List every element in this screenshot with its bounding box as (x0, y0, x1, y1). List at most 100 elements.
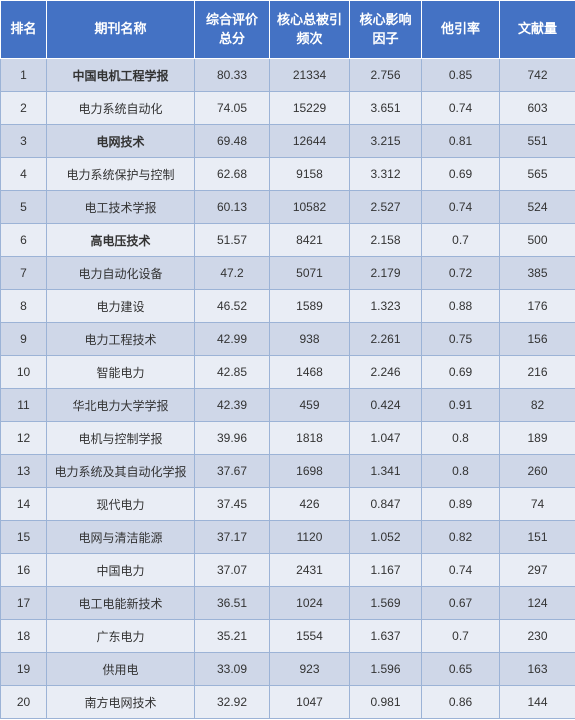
table-row: 3电网技术69.48126443.2150.81551 (1, 125, 575, 158)
cell-name: 供用电 (47, 653, 195, 686)
cell-doc_count: 176 (500, 290, 575, 323)
table-row: 2电力系统自动化74.05152293.6510.74603 (1, 92, 575, 125)
cell-citations: 15229 (270, 92, 350, 125)
cell-name: 电网技术 (47, 125, 195, 158)
cell-name: 华北电力大学学报 (47, 389, 195, 422)
table-row: 1中国电机工程学报80.33213342.7560.85742 (1, 59, 575, 92)
cell-impact: 0.847 (350, 488, 422, 521)
cell-citations: 1468 (270, 356, 350, 389)
header-name: 期刊名称 (47, 1, 195, 59)
cell-citations: 9158 (270, 158, 350, 191)
cell-citations: 21334 (270, 59, 350, 92)
cell-impact: 3.312 (350, 158, 422, 191)
cell-name: 电力系统及其自动化学报 (47, 455, 195, 488)
cell-impact: 2.261 (350, 323, 422, 356)
cell-rank: 12 (1, 422, 47, 455)
table-row: 11华北电力大学学报42.394590.4240.9182 (1, 389, 575, 422)
cell-rank: 6 (1, 224, 47, 257)
cell-rank: 13 (1, 455, 47, 488)
cell-citations: 426 (270, 488, 350, 521)
cell-citations: 459 (270, 389, 350, 422)
cell-citations: 1047 (270, 686, 350, 719)
cell-other_rate: 0.85 (422, 59, 500, 92)
cell-other_rate: 0.74 (422, 554, 500, 587)
cell-citations: 12644 (270, 125, 350, 158)
cell-name: 电力系统自动化 (47, 92, 195, 125)
cell-citations: 10582 (270, 191, 350, 224)
cell-doc_count: 144 (500, 686, 575, 719)
cell-citations: 5071 (270, 257, 350, 290)
cell-doc_count: 82 (500, 389, 575, 422)
cell-score: 35.21 (195, 620, 270, 653)
cell-score: 69.48 (195, 125, 270, 158)
cell-impact: 1.341 (350, 455, 422, 488)
cell-rank: 15 (1, 521, 47, 554)
cell-other_rate: 0.7 (422, 224, 500, 257)
cell-rank: 16 (1, 554, 47, 587)
cell-impact: 1.569 (350, 587, 422, 620)
cell-score: 42.99 (195, 323, 270, 356)
cell-impact: 2.246 (350, 356, 422, 389)
table-row: 8电力建设46.5215891.3230.88176 (1, 290, 575, 323)
header-impact: 核心影响因子 (350, 1, 422, 59)
cell-name: 电力自动化设备 (47, 257, 195, 290)
cell-other_rate: 0.65 (422, 653, 500, 686)
cell-impact: 1.167 (350, 554, 422, 587)
cell-doc_count: 551 (500, 125, 575, 158)
cell-rank: 2 (1, 92, 47, 125)
table-row: 7电力自动化设备47.250712.1790.72385 (1, 257, 575, 290)
cell-score: 37.45 (195, 488, 270, 521)
table-body: 1中国电机工程学报80.33213342.7560.857422电力系统自动化7… (1, 59, 575, 719)
cell-rank: 14 (1, 488, 47, 521)
cell-doc_count: 156 (500, 323, 575, 356)
cell-name: 中国电机工程学报 (47, 59, 195, 92)
cell-impact: 1.596 (350, 653, 422, 686)
cell-other_rate: 0.82 (422, 521, 500, 554)
cell-rank: 19 (1, 653, 47, 686)
cell-score: 46.52 (195, 290, 270, 323)
table-row: 4电力系统保护与控制62.6891583.3120.69565 (1, 158, 575, 191)
cell-rank: 7 (1, 257, 47, 290)
cell-impact: 2.158 (350, 224, 422, 257)
cell-rank: 10 (1, 356, 47, 389)
header-other-rate: 他引率 (422, 1, 500, 59)
cell-doc_count: 565 (500, 158, 575, 191)
cell-score: 51.57 (195, 224, 270, 257)
cell-doc_count: 216 (500, 356, 575, 389)
cell-score: 37.67 (195, 455, 270, 488)
cell-impact: 1.052 (350, 521, 422, 554)
cell-score: 37.07 (195, 554, 270, 587)
cell-score: 60.13 (195, 191, 270, 224)
cell-citations: 1698 (270, 455, 350, 488)
cell-rank: 1 (1, 59, 47, 92)
cell-doc_count: 151 (500, 521, 575, 554)
cell-doc_count: 124 (500, 587, 575, 620)
cell-rank: 11 (1, 389, 47, 422)
cell-impact: 1.323 (350, 290, 422, 323)
cell-name: 电力系统保护与控制 (47, 158, 195, 191)
cell-name: 电力工程技术 (47, 323, 195, 356)
cell-name: 高电压技术 (47, 224, 195, 257)
cell-score: 42.39 (195, 389, 270, 422)
cell-name: 南方电网技术 (47, 686, 195, 719)
table-row: 20南方电网技术32.9210470.9810.86144 (1, 686, 575, 719)
cell-citations: 1589 (270, 290, 350, 323)
table-row: 13电力系统及其自动化学报37.6716981.3410.8260 (1, 455, 575, 488)
cell-doc_count: 603 (500, 92, 575, 125)
cell-rank: 20 (1, 686, 47, 719)
cell-impact: 2.179 (350, 257, 422, 290)
cell-name: 电机与控制学报 (47, 422, 195, 455)
cell-other_rate: 0.74 (422, 191, 500, 224)
table-row: 18广东电力35.2115541.6370.7230 (1, 620, 575, 653)
cell-impact: 0.981 (350, 686, 422, 719)
cell-doc_count: 742 (500, 59, 575, 92)
cell-other_rate: 0.86 (422, 686, 500, 719)
cell-other_rate: 0.72 (422, 257, 500, 290)
cell-citations: 1120 (270, 521, 350, 554)
cell-doc_count: 500 (500, 224, 575, 257)
cell-name: 电网与清洁能源 (47, 521, 195, 554)
cell-other_rate: 0.75 (422, 323, 500, 356)
cell-name: 中国电力 (47, 554, 195, 587)
cell-other_rate: 0.7 (422, 620, 500, 653)
cell-doc_count: 385 (500, 257, 575, 290)
